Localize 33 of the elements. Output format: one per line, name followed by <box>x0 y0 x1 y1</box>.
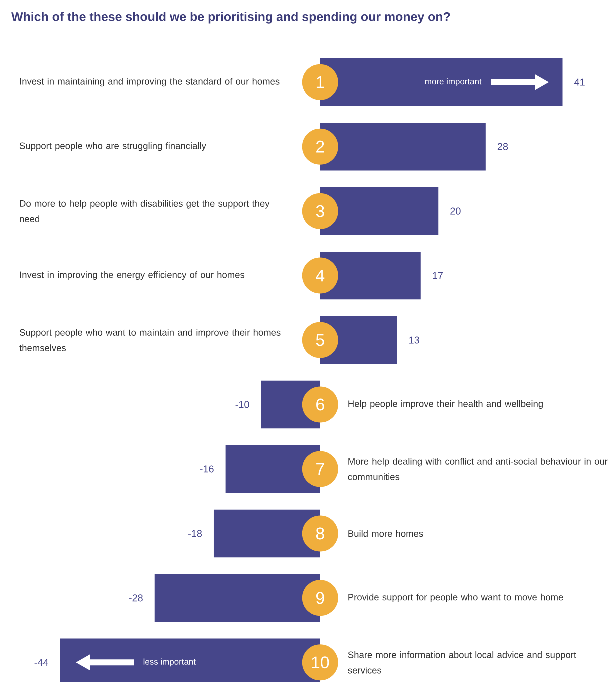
data-label: 41 <box>574 78 585 86</box>
data-label: -16 <box>200 466 214 473</box>
y-tick-label: Do more to help people with disabilities get the support they need <box>20 200 270 222</box>
annotation: 4 <box>316 270 325 282</box>
annotation: 2 <box>316 140 324 153</box>
y-tick-label: Support people who are struggling financially <box>20 142 206 152</box>
annotation: more important <box>425 78 482 86</box>
y-tick-label: Invest in improving the energy efficiency of our homes <box>20 271 245 280</box>
y-tick-label: Share more information about local advice and support services <box>348 652 576 674</box>
y-tick-label: Invest in maintaining and improving the standard of our homes <box>20 78 280 87</box>
annotation: 1 <box>316 76 324 88</box>
annotation: 8 <box>316 528 324 540</box>
y-tick-label: Help people improve their health and wellbeing <box>348 400 543 410</box>
annotation: 7 <box>316 463 324 476</box>
data-label: -10 <box>236 401 250 408</box>
y-tick-label: Provide support for people who want to move home <box>348 594 564 602</box>
annotation: 10 <box>312 656 330 669</box>
data-label: -28 <box>129 594 143 602</box>
annotation: 3 <box>316 205 324 218</box>
data-label: 28 <box>498 143 508 150</box>
chart-title: Which of the these should we be prioritising and spending our money on? <box>12 12 450 24</box>
y-tick-label: More help dealing with conflict and anti-social behaviour in our communities <box>348 458 608 480</box>
annotation: 5 <box>316 334 324 346</box>
data-label: -18 <box>188 530 202 538</box>
y-tick-label: Support people who want to maintain and improve their homes themselves <box>20 329 281 352</box>
annotation: 9 <box>316 592 324 604</box>
data-label: 13 <box>410 336 420 344</box>
annotation: less important <box>144 658 196 667</box>
data-label: 17 <box>433 272 443 280</box>
data-label: 20 <box>450 208 461 215</box>
data-label: -44 <box>34 659 48 666</box>
annotation: 6 <box>316 398 324 411</box>
y-tick-label: Build more homes <box>348 530 424 538</box>
